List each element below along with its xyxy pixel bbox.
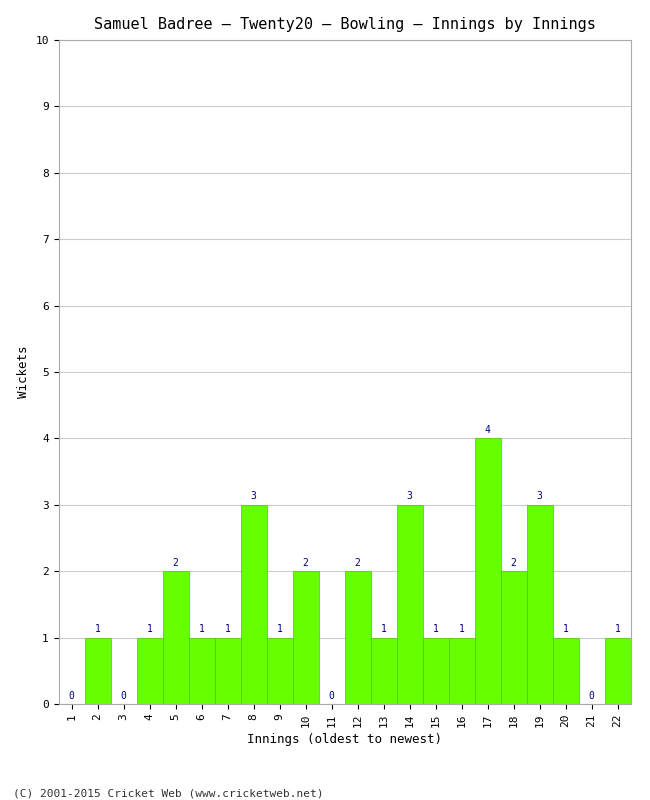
Bar [526,505,552,704]
Bar [344,571,370,704]
Text: 1: 1 [432,624,439,634]
Bar [188,638,215,704]
Text: 3: 3 [536,491,543,502]
Bar [292,571,318,704]
Text: 3: 3 [406,491,413,502]
Text: 1: 1 [562,624,569,634]
Bar [214,638,240,704]
Bar [500,571,526,704]
Text: 0: 0 [68,690,75,701]
Bar [136,638,162,704]
Bar [240,505,266,704]
Text: 2: 2 [510,558,517,568]
Text: 1: 1 [198,624,205,634]
Title: Samuel Badree – Twenty20 – Bowling – Innings by Innings: Samuel Badree – Twenty20 – Bowling – Inn… [94,17,595,32]
X-axis label: Innings (oldest to newest): Innings (oldest to newest) [247,733,442,746]
Bar [396,505,422,704]
Text: 4: 4 [484,425,491,435]
Text: 2: 2 [354,558,361,568]
Text: 1: 1 [614,624,621,634]
Text: 0: 0 [120,690,127,701]
Text: 1: 1 [146,624,153,634]
Bar [604,638,630,704]
Bar [162,571,188,704]
Bar [448,638,474,704]
Bar [266,638,292,704]
Text: 2: 2 [172,558,179,568]
Text: 1: 1 [276,624,283,634]
Text: 0: 0 [588,690,595,701]
Text: (C) 2001-2015 Cricket Web (www.cricketweb.net): (C) 2001-2015 Cricket Web (www.cricketwe… [13,788,324,798]
Text: 0: 0 [328,690,335,701]
Bar [552,638,578,704]
Text: 1: 1 [224,624,231,634]
Text: 1: 1 [94,624,101,634]
Text: 3: 3 [250,491,257,502]
Bar [370,638,396,704]
Text: 1: 1 [458,624,465,634]
Y-axis label: Wickets: Wickets [17,346,30,398]
Bar [474,438,500,704]
Text: 2: 2 [302,558,309,568]
Bar [422,638,448,704]
Text: 1: 1 [380,624,387,634]
Bar [84,638,110,704]
